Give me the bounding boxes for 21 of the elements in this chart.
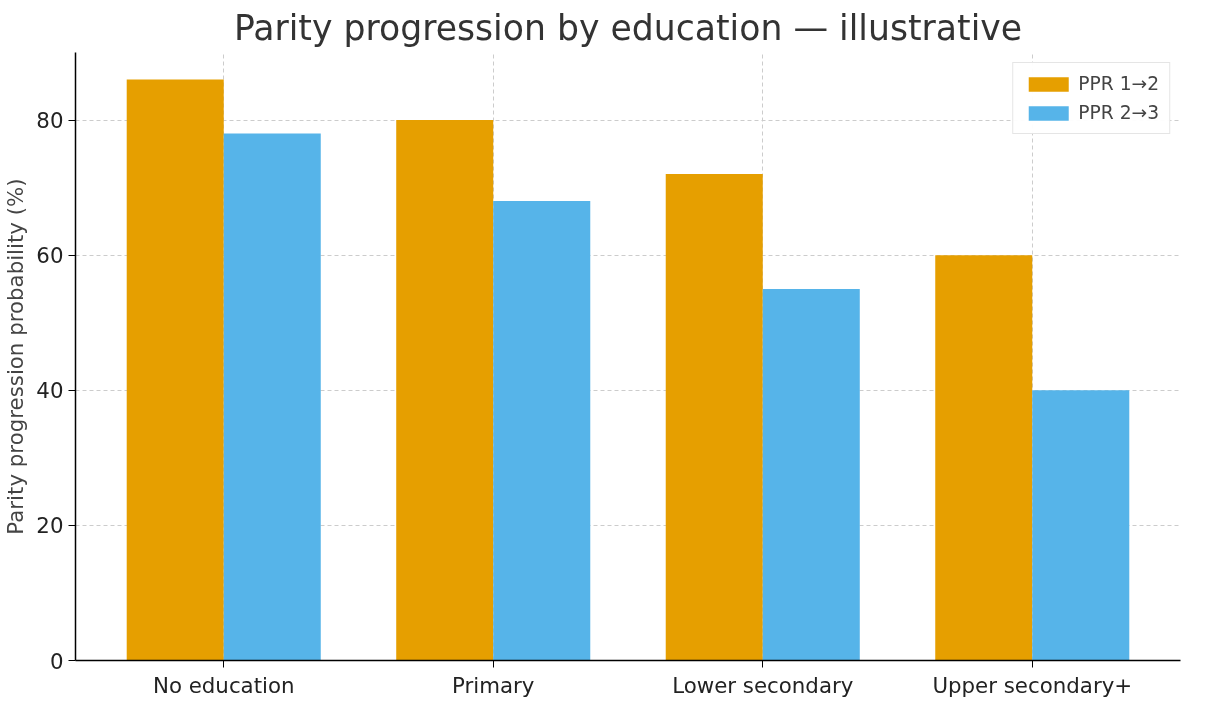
x-tick-label: Upper secondary+ xyxy=(932,672,1133,698)
y-axis-title: Parity progression probability (%) xyxy=(3,178,29,535)
legend-label: PPR 2→3 xyxy=(1078,102,1159,123)
bar xyxy=(665,174,763,661)
bar xyxy=(126,79,224,661)
x-tick-label: Lower secondary xyxy=(672,672,854,698)
chart-title: Parity progression by education — illustrative xyxy=(233,7,1023,48)
x-tick-label: Primary xyxy=(452,672,535,698)
bar xyxy=(935,255,1033,661)
y-tick-label: 0 xyxy=(49,648,64,674)
bar xyxy=(1032,390,1130,661)
y-tick-label: 20 xyxy=(36,513,64,539)
bar xyxy=(762,288,860,661)
legend-label: PPR 1→2 xyxy=(1078,73,1159,94)
x-tick-label: No education xyxy=(152,672,295,698)
y-tick-label: 80 xyxy=(36,108,64,134)
bar xyxy=(396,120,494,661)
y-tick-label: 40 xyxy=(36,378,64,404)
y-tick-label: 60 xyxy=(36,243,64,269)
bar xyxy=(493,201,591,661)
bar xyxy=(223,133,321,661)
